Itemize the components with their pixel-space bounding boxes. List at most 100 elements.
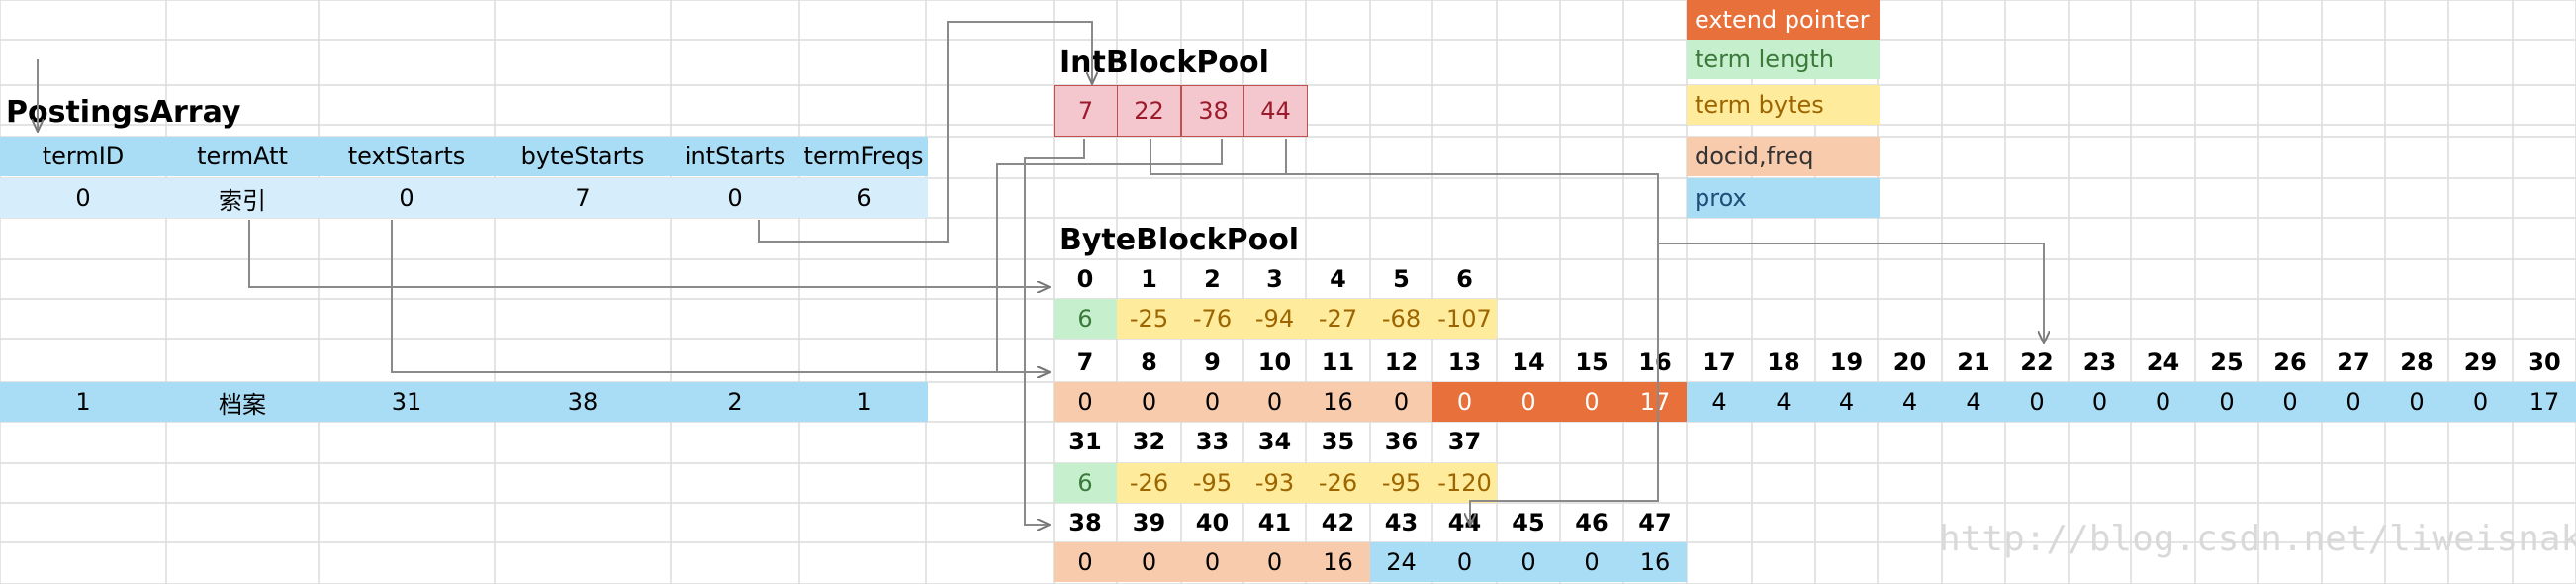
byte-index-cell: 24	[2146, 348, 2180, 376]
byte-index-cell: 46	[1575, 509, 1609, 536]
postings-row1-cell: 2	[671, 382, 799, 422]
postings-row0-cell: 7	[495, 178, 671, 218]
byte-index-cell: 23	[2082, 348, 2117, 376]
byte-value-cell: 0	[2258, 382, 2322, 422]
byte-value-cell: 6	[1054, 299, 1117, 339]
byte-value-cell: 4	[1687, 382, 1752, 422]
legend-item: extend pointer	[1687, 0, 1880, 40]
postings-row0-cell: 0	[671, 178, 799, 218]
byte-index-cell: 27	[2337, 348, 2370, 376]
byte-value-cell: 0	[1432, 542, 1497, 582]
postings-header-1: termAtt	[166, 137, 319, 176]
byte-index-cell: 28	[2400, 348, 2434, 376]
byte-index-cell: 31	[1068, 428, 1102, 455]
postings-row0-cell: 6	[799, 178, 928, 218]
byte-index-cell: 40	[1195, 509, 1230, 536]
int-pool-cell: 44	[1243, 85, 1308, 137]
postings-row1-cell: 1	[0, 382, 166, 422]
postings-row1-cell: 1	[799, 382, 928, 422]
byte-value-cell: 0	[1560, 542, 1623, 582]
byte-value-cell: 0	[1432, 382, 1497, 422]
byte-index-cell: 8	[1141, 348, 1157, 376]
byte-index-cell: 18	[1767, 348, 1800, 376]
byte-value-cell: 16	[1306, 382, 1370, 422]
byte-index-cell: 2	[1204, 265, 1221, 293]
byte-value-cell: 17	[2513, 382, 2576, 422]
byte-value-cell: -93	[1243, 463, 1306, 503]
byte-index-cell: 33	[1195, 428, 1230, 455]
byte-value-cell: 4	[1942, 382, 2005, 422]
postings-header-2: textStarts	[319, 137, 495, 176]
byte-value-cell: 0	[1370, 382, 1432, 422]
arrow-intpool44	[1285, 139, 1659, 525]
byte-index-cell: 15	[1575, 348, 1609, 376]
byte-value-cell: 0	[2069, 382, 2131, 422]
byte-value-cell: -95	[1181, 463, 1243, 503]
legend-item: term length	[1687, 40, 1880, 79]
byte-index-cell: 30	[2528, 348, 2561, 376]
byte-index-cell: 22	[2020, 348, 2054, 376]
arrow-intpool7	[1024, 139, 1085, 525]
byte-index-cell: 12	[1384, 348, 1419, 376]
postings-header-5: termFreqs	[799, 137, 928, 176]
byte-value-cell: 0	[1181, 542, 1243, 582]
legend-item: docid,freq	[1687, 137, 1880, 176]
byte-value-cell: 0	[2448, 382, 2513, 422]
byte-index-cell: 42	[1321, 509, 1355, 536]
byte-index-cell: 47	[1638, 509, 1672, 536]
byte-index-cell: 4	[1330, 265, 1346, 293]
int-pool-cell: 7	[1054, 85, 1118, 137]
byte-value-cell: -26	[1117, 463, 1181, 503]
byte-value-cell: 4	[1752, 382, 1815, 422]
byte-value-cell: -76	[1181, 299, 1243, 339]
byte-value-cell: -94	[1243, 299, 1306, 339]
byte-value-cell: 17	[1623, 382, 1687, 422]
postings-row0-cell: 0	[319, 178, 495, 218]
byte-index-cell: 26	[2273, 348, 2307, 376]
postings-header-0: termID	[0, 137, 166, 176]
byte-value-cell: 0	[1497, 382, 1560, 422]
byte-value-cell: 0	[2131, 382, 2195, 422]
byte-value-cell: 4	[1878, 382, 1942, 422]
byte-index-cell: 6	[1456, 265, 1473, 293]
byte-block-pool-title: ByteBlockPool	[1059, 223, 1300, 257]
byte-value-cell: -120	[1432, 463, 1497, 503]
byte-index-cell: 11	[1321, 348, 1355, 376]
byte-index-cell: 29	[2463, 348, 2498, 376]
byte-index-cell: 35	[1321, 428, 1355, 455]
byte-index-cell: 0	[1076, 265, 1094, 293]
arrow-textstarts-to-byte7	[391, 220, 1049, 372]
byte-index-cell: 25	[2210, 348, 2244, 376]
byte-index-cell: 7	[1076, 348, 1094, 376]
byte-index-cell: 5	[1393, 265, 1410, 293]
legend-item: prox	[1687, 178, 1880, 218]
byte-value-cell: 0	[1054, 542, 1117, 582]
arrow-intstarts-to-intpool	[758, 21, 1092, 243]
byte-index-cell: 13	[1447, 348, 1482, 376]
byte-value-cell: 0	[1117, 542, 1181, 582]
byte-index-cell: 45	[1512, 509, 1545, 536]
byte-value-cell: 0	[2005, 382, 2069, 422]
byte-value-cell: 0	[1497, 542, 1560, 582]
byte-value-cell: 0	[1054, 382, 1117, 422]
postings-row1-cell: 38	[495, 382, 671, 422]
byte-index-cell: 34	[1257, 428, 1292, 455]
byte-index-cell: 10	[1257, 348, 1292, 376]
byte-index-cell: 37	[1447, 428, 1482, 455]
byte-index-cell: 36	[1384, 428, 1419, 455]
byte-index-cell: 17	[1702, 348, 1736, 376]
byte-value-cell: 16	[1306, 542, 1370, 582]
byte-index-cell: 1	[1141, 265, 1157, 293]
watermark: http://blog.csdn.net/liweisnake	[1939, 519, 2576, 559]
postings-header-4: intStarts	[671, 137, 799, 176]
byte-index-cell: 16	[1638, 348, 1672, 376]
arrow-intpool22	[1150, 139, 2044, 342]
int-pool-cell: 22	[1117, 85, 1181, 137]
byte-value-cell: 0	[1243, 542, 1306, 582]
postings-row1-cell: 档案	[166, 382, 319, 422]
postings-row0-cell: 0	[0, 178, 166, 218]
postings-header-3: byteStarts	[495, 137, 671, 176]
byte-index-cell: 38	[1068, 509, 1102, 536]
byte-value-cell: 0	[1560, 382, 1623, 422]
